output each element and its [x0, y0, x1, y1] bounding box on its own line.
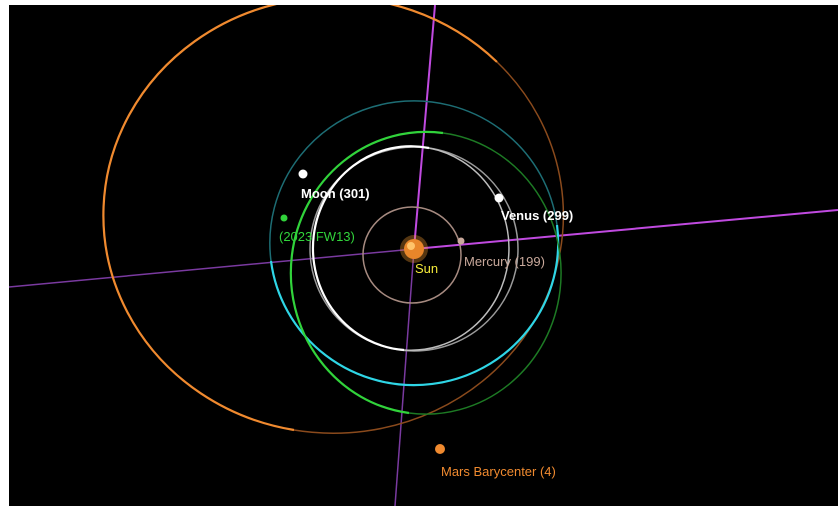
venus-label[interactable]: Venus (299) [501, 208, 574, 223]
moon-orbit-bright [311, 145, 430, 352]
asteroid-orbit-dim [408, 132, 562, 415]
venus-icon[interactable] [494, 193, 504, 203]
orbit-diagram[interactable] [9, 5, 838, 506]
orbit-viewer-canvas[interactable]: Sun Mercury (199) Venus (299) Moon (301)… [9, 5, 838, 506]
mercury-icon[interactable] [457, 237, 465, 245]
sun-highlight [407, 242, 415, 250]
moon-orbit-dim [403, 147, 510, 352]
mars-label[interactable]: Mars Barycenter (4) [441, 464, 556, 479]
sun-icon[interactable] [404, 239, 424, 259]
moon-icon[interactable] [298, 169, 308, 179]
earth-orbit-far [269, 100, 558, 262]
axis-line-horizontal-left [9, 248, 415, 288]
mercury-orbit [362, 206, 462, 304]
mars-orbit-near [102, 5, 498, 432]
asteroid-label[interactable]: (2023 FW13) [279, 229, 355, 244]
moon-label[interactable]: Moon (301) [301, 186, 370, 201]
asteroid-icon[interactable] [280, 214, 288, 222]
axis-line-vertical-top [413, 5, 436, 250]
mars-icon[interactable] [435, 444, 445, 454]
earth-orbit-near [269, 224, 560, 387]
sun-label[interactable]: Sun [415, 261, 439, 276]
mercury-label[interactable]: Mercury (199) [464, 254, 545, 269]
axis-line-horizontal-right [413, 209, 838, 250]
asteroid-orbit-bright [289, 130, 444, 415]
axis-line-vertical-bottom [394, 248, 415, 506]
